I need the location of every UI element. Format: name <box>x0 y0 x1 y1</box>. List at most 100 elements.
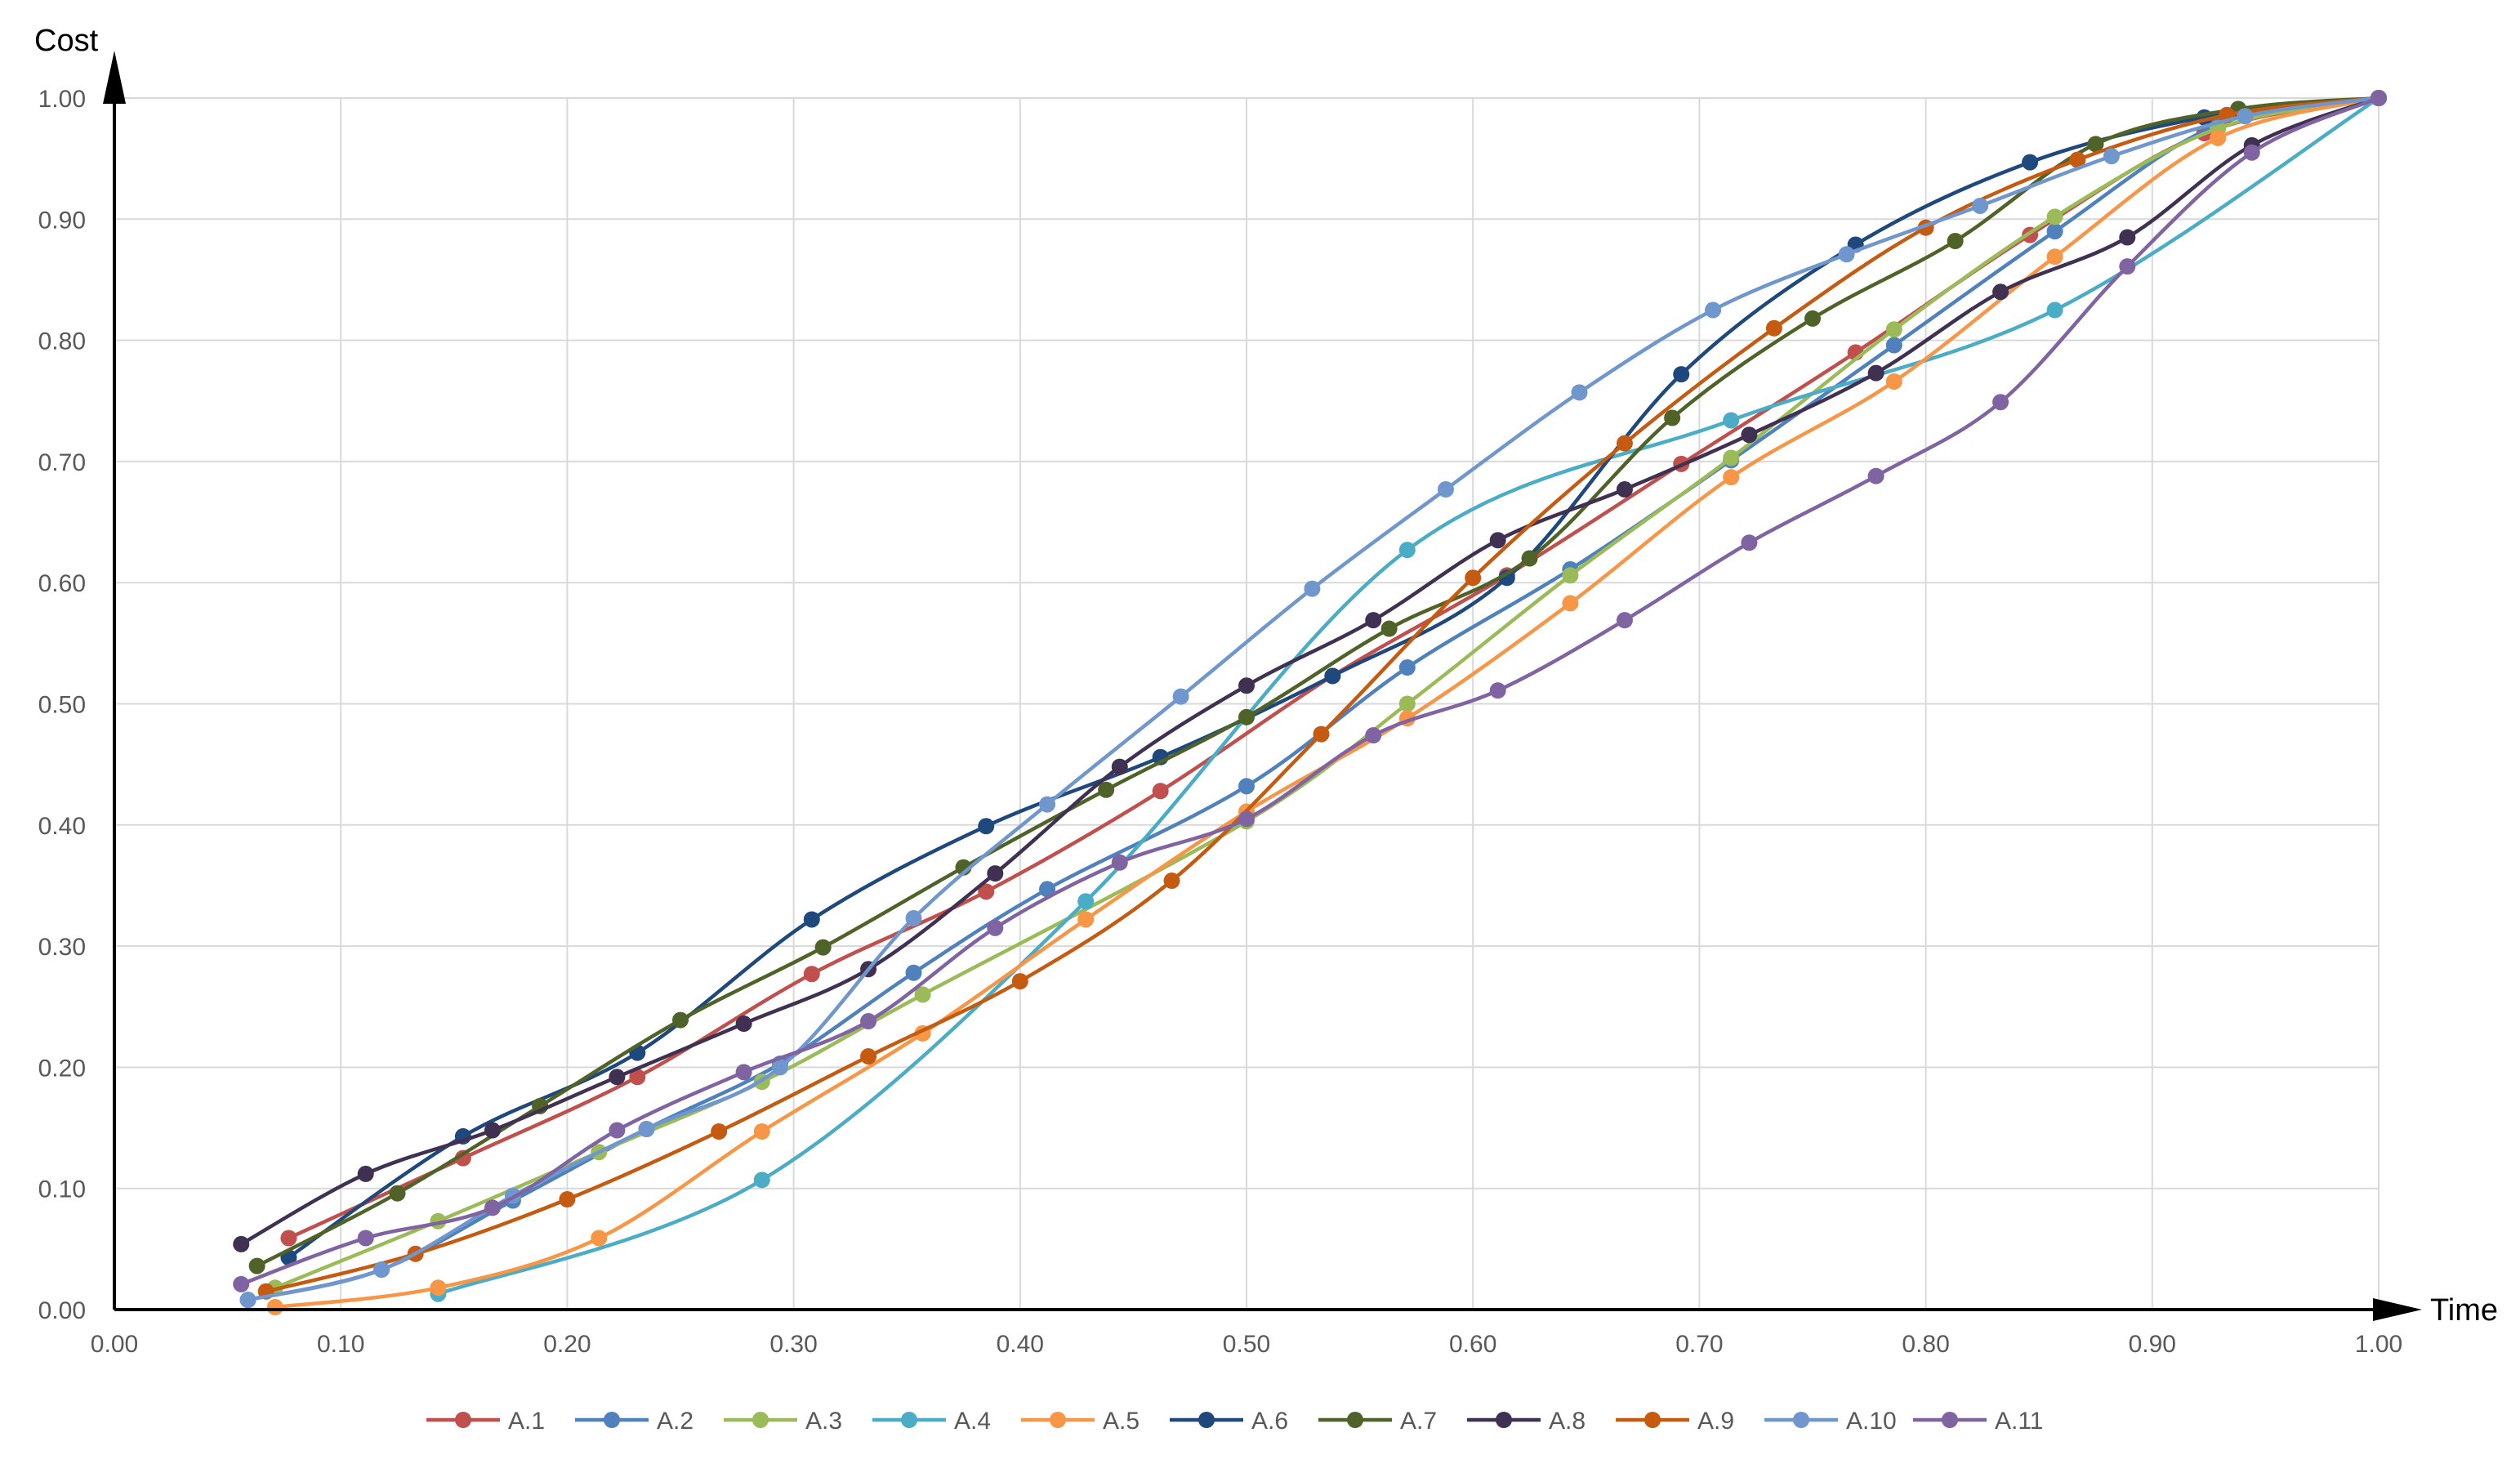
legend-marker-icon <box>1942 1412 1958 1428</box>
data-point-a-7 <box>1098 781 1115 798</box>
data-point-a-8 <box>1365 612 1382 629</box>
legend-label: A.4 <box>954 1408 991 1435</box>
data-point-a-11 <box>860 1013 877 1030</box>
data-point-a-11 <box>735 1064 752 1081</box>
legend-item-a-6: A.6 <box>1170 1408 1288 1435</box>
data-point-a-11 <box>2243 144 2260 161</box>
series-a-3 <box>266 90 2387 1297</box>
axes: Time Cost <box>34 24 2498 1328</box>
data-point-a-9 <box>2069 151 2086 168</box>
data-point-a-10 <box>1039 796 1056 813</box>
data-point-a-7 <box>672 1011 689 1029</box>
series-a-5 <box>266 90 2387 1316</box>
legend-label: A.11 <box>1995 1408 2044 1435</box>
legend-marker-icon <box>604 1412 620 1428</box>
data-point-a-10 <box>1172 688 1189 705</box>
data-point-a-1 <box>629 1069 646 1086</box>
data-point-a-11 <box>484 1199 501 1216</box>
data-point-a-5 <box>430 1279 447 1297</box>
data-point-a-11 <box>357 1230 374 1247</box>
data-point-a-6 <box>978 818 995 835</box>
legend-marker-icon <box>752 1412 769 1428</box>
data-point-a-3 <box>1723 449 1740 466</box>
data-point-a-10 <box>1437 481 1454 498</box>
series-a-4 <box>430 90 2387 1302</box>
series-line-a-5 <box>273 96 2381 1310</box>
data-point-a-7 <box>389 1185 406 1202</box>
data-point-a-10 <box>1838 246 1855 263</box>
y-tick-label: 0.60 <box>38 570 86 597</box>
legend-marker-icon <box>1496 1412 1512 1428</box>
data-point-a-11 <box>1238 810 1255 828</box>
y-tick-label: 0.90 <box>38 207 86 234</box>
data-point-a-3 <box>1562 567 1579 584</box>
legend-item-a-8: A.8 <box>1467 1408 1586 1435</box>
data-point-a-8 <box>1238 677 1255 694</box>
data-point-a-7 <box>1804 310 1821 327</box>
data-point-a-11 <box>1489 682 1506 699</box>
data-point-a-11 <box>609 1122 626 1139</box>
data-point-a-8 <box>609 1069 626 1086</box>
data-point-a-1 <box>280 1230 297 1247</box>
legend-marker-icon <box>1347 1412 1363 1428</box>
x-tick-label: 0.80 <box>1902 1331 1949 1358</box>
data-point-a-3 <box>1885 321 1902 338</box>
legend-item-a-3: A.3 <box>724 1408 842 1435</box>
data-point-a-7 <box>1238 708 1255 725</box>
data-point-a-7 <box>248 1257 265 1274</box>
y-tick-label: 0.20 <box>38 1055 86 1082</box>
data-point-a-2 <box>1398 659 1416 676</box>
data-point-a-8 <box>1616 481 1633 498</box>
data-point-a-2 <box>1039 881 1056 898</box>
tick-labels: 0.00 0.10 0.20 0.30 0.40 0.50 0.60 0.70 0.80 0.90… <box>38 86 2403 1358</box>
series-a-9 <box>257 90 2387 1300</box>
data-point-a-5 <box>1562 595 1579 612</box>
data-point-a-8 <box>1111 758 1128 775</box>
data-point-a-11 <box>1365 727 1382 744</box>
gridlines <box>114 97 2380 1310</box>
data-point-a-8 <box>1867 364 1884 382</box>
data-point-a-11 <box>987 919 1004 936</box>
data-point-a-11 <box>1111 854 1128 871</box>
legend-marker-icon <box>455 1412 471 1428</box>
legend-item-a-5: A.5 <box>1021 1408 1140 1435</box>
data-point-a-10 <box>905 909 922 926</box>
data-point-a-5 <box>591 1230 608 1247</box>
data-point-a-11 <box>1992 394 2009 411</box>
data-point-a-5 <box>753 1123 770 1140</box>
data-point-a-1 <box>978 883 995 900</box>
data-point-a-6 <box>803 911 820 928</box>
legend-label: A.5 <box>1103 1408 1140 1435</box>
data-point-a-10 <box>1304 580 1321 597</box>
data-point-a-7 <box>1380 620 1398 637</box>
data-point-a-4 <box>1398 542 1416 559</box>
x-tick-label: 1.00 <box>2355 1331 2402 1358</box>
data-point-a-5 <box>2210 129 2227 146</box>
series-a-8 <box>233 90 2387 1252</box>
x-axis-arrow-icon <box>2373 1298 2422 1321</box>
data-point-a-9 <box>1616 435 1633 452</box>
data-point-a-5 <box>266 1299 283 1316</box>
legend-label: A.8 <box>1549 1408 1586 1435</box>
x-axis-title: Time <box>2430 1293 2498 1328</box>
y-axis-arrow-icon <box>103 51 126 104</box>
legend-label: A.10 <box>1846 1408 1897 1435</box>
legend-marker-icon <box>1644 1412 1661 1428</box>
data-point-a-2 <box>905 964 922 981</box>
y-tick-label: 0.40 <box>38 813 86 840</box>
data-point-a-6 <box>2022 154 2039 171</box>
data-point-a-10 <box>373 1261 390 1279</box>
series-a-10 <box>239 90 2387 1309</box>
y-tick-label: 0.70 <box>38 449 86 476</box>
data-point-a-10 <box>1972 197 1989 214</box>
data-point-a-8 <box>484 1122 501 1139</box>
data-point-a-8 <box>1741 426 1758 444</box>
data-point-a-4 <box>753 1172 770 1189</box>
data-point-a-7 <box>2087 136 2104 153</box>
data-point-a-4 <box>1723 412 1740 429</box>
data-point-a-10 <box>638 1121 655 1138</box>
x-tick-label: 0.40 <box>997 1331 1044 1358</box>
data-point-a-4 <box>2046 301 2063 319</box>
data-point-a-7 <box>1521 550 1538 567</box>
